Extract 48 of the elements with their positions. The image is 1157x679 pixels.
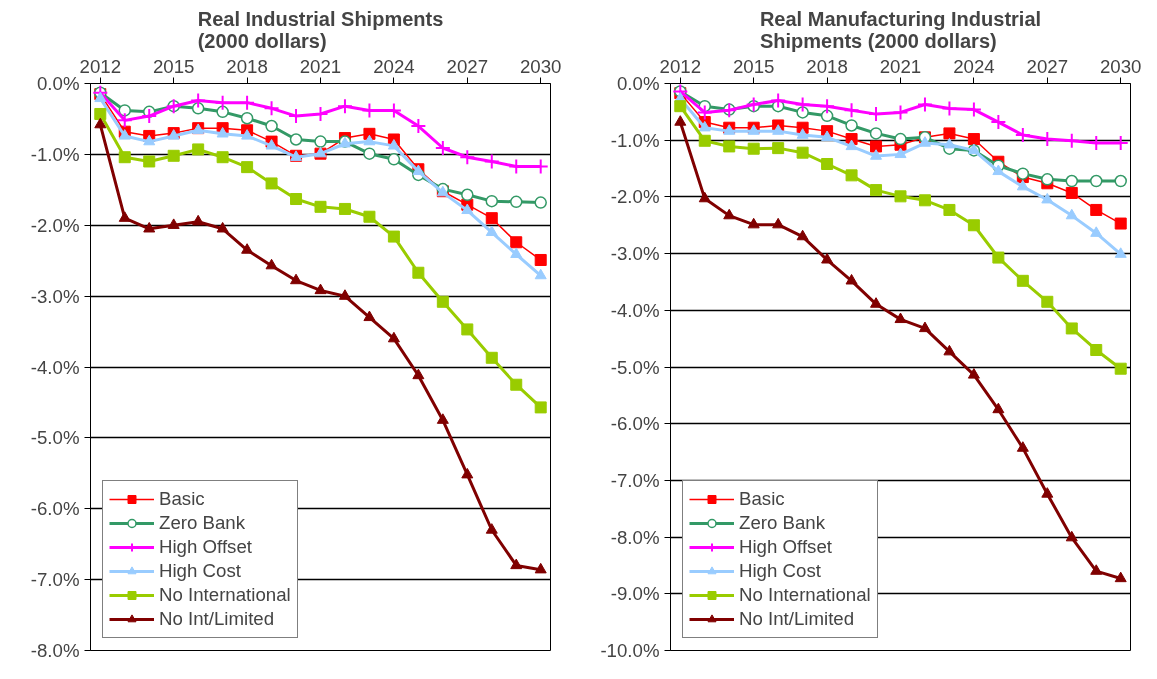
y-tick-label: -5.0% — [30, 427, 80, 449]
x-tick-label: 2012 — [659, 55, 702, 77]
x-tick-label: 2030 — [1099, 55, 1142, 77]
x-tick-label: 2015 — [152, 55, 195, 77]
legend-label: No Int/Limited — [739, 607, 855, 631]
x-tick-label: 2018 — [806, 55, 848, 77]
x-tick-label: 2024 — [373, 55, 415, 77]
legend-label: Zero Bank — [739, 511, 826, 535]
y-tick-label: -2.0% — [30, 214, 80, 236]
y-tick-label: -6.0% — [30, 498, 80, 520]
legend-label: Basic — [739, 487, 785, 511]
y-tick-label: 0.0% — [36, 73, 80, 94]
x-tick-label: 2021 — [879, 55, 922, 77]
y-tick-label: -7.0% — [610, 469, 660, 491]
y-tick-label: -3.0% — [30, 285, 80, 307]
y-tick-label: -8.0% — [610, 526, 660, 548]
chart-title: Real Manufacturing Industrial Shipments (2000 dollars) — [759, 7, 1042, 52]
y-tick-label: -2.0% — [610, 186, 660, 208]
y-tick-label: -3.0% — [610, 243, 660, 265]
y-tick-label: -10.0% — [600, 640, 660, 661]
legend-label: No Int/Limited — [159, 607, 275, 631]
y-tick-label: -4.0% — [610, 299, 660, 321]
legend-label: No International — [159, 583, 291, 607]
y-tick-label: 0.0% — [616, 73, 660, 94]
y-tick-label: -5.0% — [610, 356, 660, 378]
chart-title: Real Industrial Shipments (2000 dollars) — [197, 7, 444, 52]
y-tick-label: -4.0% — [30, 356, 80, 378]
x-tick-label: 2027 — [1026, 55, 1069, 77]
x-tick-label: 2012 — [79, 55, 122, 77]
y-tick-label: -1.0% — [610, 129, 660, 151]
x-tick-label: 2015 — [732, 55, 775, 77]
x-tick-label: 2018 — [226, 55, 268, 77]
legend-label: High Offset — [739, 535, 832, 559]
x-tick-label: 2024 — [953, 55, 995, 77]
legend-label: No International — [739, 583, 871, 607]
x-tick-label: 2030 — [519, 55, 562, 77]
y-tick-label: -9.0% — [610, 583, 660, 605]
legend-label: Basic — [159, 487, 205, 511]
legend-label: High Offset — [159, 535, 252, 559]
x-tick-label: 2021 — [299, 55, 342, 77]
legend-label: High Cost — [159, 559, 241, 583]
y-tick-label: -7.0% — [30, 569, 80, 591]
y-tick-label: -6.0% — [610, 413, 660, 435]
legend-label: Zero Bank — [159, 511, 246, 535]
y-tick-label: -8.0% — [30, 640, 80, 661]
x-tick-label: 2027 — [446, 55, 489, 77]
legend-label: High Cost — [739, 559, 821, 583]
y-tick-label: -1.0% — [30, 143, 80, 165]
